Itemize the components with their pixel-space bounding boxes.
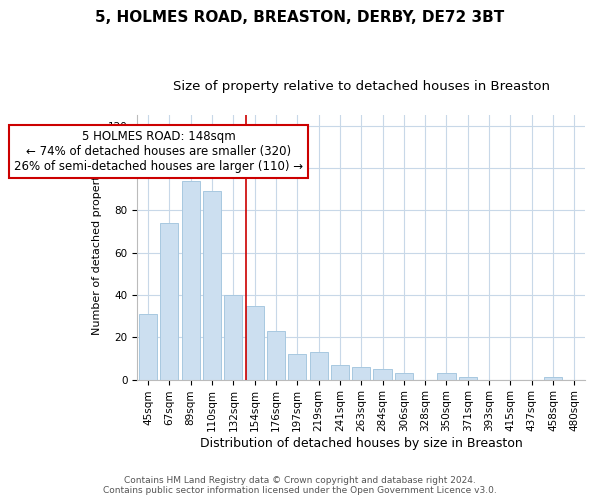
Text: 5, HOLMES ROAD, BREASTON, DERBY, DE72 3BT: 5, HOLMES ROAD, BREASTON, DERBY, DE72 3B… — [95, 10, 505, 25]
Title: Size of property relative to detached houses in Breaston: Size of property relative to detached ho… — [173, 80, 550, 93]
Bar — [267, 331, 285, 380]
Bar — [139, 314, 157, 380]
Text: 5 HOLMES ROAD: 148sqm
← 74% of detached houses are smaller (320)
26% of semi-det: 5 HOLMES ROAD: 148sqm ← 74% of detached … — [14, 130, 303, 173]
Bar — [437, 373, 455, 380]
Bar — [395, 373, 413, 380]
Bar — [310, 352, 328, 380]
Bar — [331, 365, 349, 380]
Y-axis label: Number of detached properties: Number of detached properties — [92, 160, 103, 335]
Bar — [245, 306, 264, 380]
Bar — [352, 367, 370, 380]
Bar — [160, 223, 178, 380]
Bar — [203, 191, 221, 380]
Bar — [224, 295, 242, 380]
Bar — [182, 180, 200, 380]
X-axis label: Distribution of detached houses by size in Breaston: Distribution of detached houses by size … — [200, 437, 523, 450]
Bar — [544, 378, 562, 380]
Text: Contains HM Land Registry data © Crown copyright and database right 2024.
Contai: Contains HM Land Registry data © Crown c… — [103, 476, 497, 495]
Bar — [373, 369, 392, 380]
Bar — [288, 354, 307, 380]
Bar — [459, 378, 477, 380]
